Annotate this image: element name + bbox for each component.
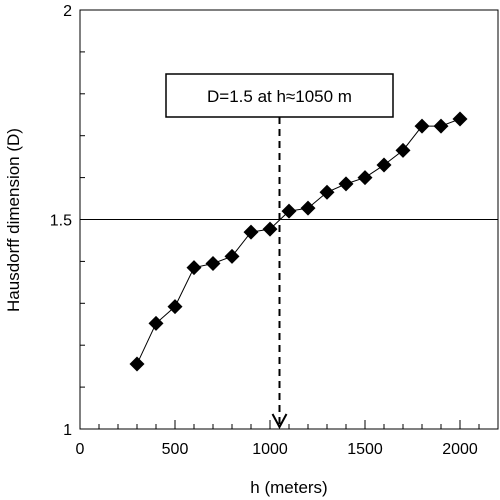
data-point <box>129 356 145 372</box>
y-tick-label: 2 <box>63 3 72 20</box>
data-point <box>243 224 259 240</box>
x-tick-label: 1000 <box>252 441 288 458</box>
x-tick-labels: 0 500 1000 1500 2000 <box>76 441 478 458</box>
data-point <box>281 203 297 219</box>
data-point <box>433 118 449 134</box>
data-point <box>414 118 430 134</box>
data-point <box>300 200 316 216</box>
data-point <box>452 111 468 127</box>
annotation-box <box>165 73 394 118</box>
data-point <box>357 170 373 186</box>
arrow-down-icon <box>271 413 288 430</box>
data-point <box>205 255 221 271</box>
y-axis-title: Hausdorff dimension (D) <box>4 128 23 312</box>
x-tick-label: 2000 <box>442 441 478 458</box>
y-tick-label: 1.5 <box>50 213 72 230</box>
data-point <box>186 260 202 276</box>
data-point <box>167 299 183 315</box>
data-point <box>376 157 392 173</box>
data-point <box>319 184 335 200</box>
data-markers <box>129 111 468 372</box>
y-tick-labels: 11.52 <box>50 3 72 439</box>
data-point <box>338 176 354 192</box>
major-ticks <box>79 9 461 430</box>
annotation-text: D=1.5 at h≈1050 m <box>207 87 352 106</box>
series-line <box>136 118 461 365</box>
y-tick-label: 1 <box>63 422 72 439</box>
x-tick-label: 500 <box>162 441 189 458</box>
x-tick-label: 1500 <box>347 441 383 458</box>
x-tick-label: 0 <box>76 441 85 458</box>
data-point <box>224 248 240 264</box>
data-point <box>395 142 411 158</box>
x-axis-title: h (meters) <box>250 478 327 497</box>
data-point <box>148 315 164 331</box>
data-point <box>262 221 278 237</box>
